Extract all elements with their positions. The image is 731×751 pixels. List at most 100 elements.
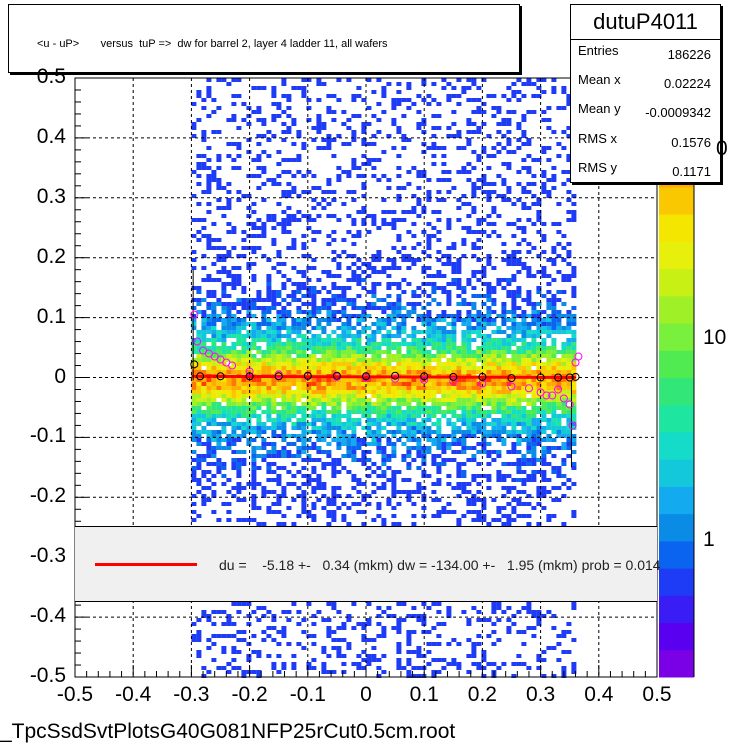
heatmap-cell: [501, 442, 507, 446]
heatmap-cell: [521, 342, 527, 346]
heatmap-cell: [501, 318, 507, 322]
heatmap-cell: [381, 326, 387, 330]
heatmap-cell: [321, 390, 327, 394]
heatmap-cell: [531, 110, 537, 114]
heatmap-cell: [496, 602, 502, 606]
heatmap-cell: [546, 410, 552, 414]
heatmap-cell: [256, 430, 262, 434]
heatmap-cell: [486, 386, 492, 390]
heatmap-cell: [451, 386, 457, 390]
heatmap-cell: [396, 322, 402, 326]
heatmap-cell: [526, 410, 532, 414]
heatmap-cell: [471, 510, 477, 514]
heatmap-cell: [351, 314, 357, 318]
heatmap-cell: [466, 226, 472, 230]
heatmap-cell: [446, 614, 452, 618]
heatmap-cell: [446, 382, 452, 386]
heatmap-cell: [341, 518, 347, 522]
heatmap-cell: [486, 154, 492, 158]
heatmap-cell: [451, 334, 457, 338]
heatmap-cell: [401, 338, 407, 342]
heatmap-cell: [456, 286, 462, 290]
heatmap-cell: [211, 262, 217, 266]
heatmap-cell: [521, 470, 527, 474]
heatmap-cell: [431, 670, 437, 674]
heatmap-cell: [456, 354, 462, 358]
heatmap-cell: [451, 110, 457, 114]
heatmap-cell: [501, 474, 507, 478]
heatmap-cell: [376, 406, 382, 410]
heatmap-cell: [271, 410, 277, 414]
heatmap-cell: [371, 294, 377, 298]
heatmap-cell: [566, 198, 572, 202]
heatmap-cell: [306, 438, 312, 442]
heatmap-cell: [466, 410, 472, 414]
heatmap-cell: [316, 358, 322, 362]
heatmap-cell: [471, 318, 477, 322]
heatmap-cell: [571, 426, 577, 430]
heatmap-cell: [501, 402, 507, 406]
heatmap-cell: [346, 618, 352, 622]
heatmap-cell: [431, 346, 437, 350]
heatmap-cell: [296, 434, 302, 438]
heatmap-cell: [216, 278, 222, 282]
heatmap-cell: [381, 610, 387, 614]
heatmap-cell: [536, 370, 542, 374]
heatmap-cell: [481, 174, 487, 178]
heatmap-cell: [411, 338, 417, 342]
heatmap-cell: [271, 294, 277, 298]
heatmap-cell: [381, 198, 387, 202]
heatmap-cell: [211, 454, 217, 458]
heatmap-cell: [306, 322, 312, 326]
heatmap-cell: [366, 362, 372, 366]
heatmap-cell: [566, 170, 572, 174]
heatmap-cell: [221, 406, 227, 410]
heatmap-cell: [551, 614, 557, 618]
heatmap-cell: [426, 370, 432, 374]
heatmap-cell: [206, 114, 212, 118]
heatmap-cell: [511, 274, 517, 278]
heatmap-cell: [341, 314, 347, 318]
heatmap-cell: [506, 398, 512, 402]
heatmap-cell: [346, 346, 352, 350]
heatmap-cell: [201, 254, 207, 258]
heatmap-cell: [396, 102, 402, 106]
heatmap-cell: [381, 334, 387, 338]
heatmap-cell: [341, 142, 347, 146]
heatmap-cell: [561, 462, 567, 466]
heatmap-cell: [451, 282, 457, 286]
heatmap-cell: [221, 270, 227, 274]
heatmap-cell: [416, 618, 422, 622]
heatmap-cell: [566, 262, 572, 266]
heatmap-cell: [426, 386, 432, 390]
heatmap-cell: [336, 438, 342, 442]
heatmap-cell: [336, 486, 342, 490]
heatmap-cell: [331, 258, 337, 262]
heatmap-cell: [331, 474, 337, 478]
heatmap-cell: [276, 222, 282, 226]
heatmap-cell: [231, 646, 237, 650]
heatmap-cell: [236, 190, 242, 194]
heatmap-cell: [516, 366, 522, 370]
heatmap-cell: [466, 386, 472, 390]
heatmap-cell: [321, 450, 327, 454]
heatmap-cell: [446, 474, 452, 478]
heatmap-cell: [476, 334, 482, 338]
heatmap-cell: [306, 346, 312, 350]
heatmap-cell: [231, 314, 237, 318]
heatmap-cell: [316, 474, 322, 478]
heatmap-cell: [206, 210, 212, 214]
heatmap-cell: [406, 390, 412, 394]
heatmap-cell: [436, 318, 442, 322]
heatmap-cell: [511, 426, 517, 430]
heatmap-cell: [231, 434, 237, 438]
heatmap-cell: [261, 122, 267, 126]
heatmap-cell: [436, 190, 442, 194]
heatmap-cell: [516, 610, 522, 614]
heatmap-cell: [376, 102, 382, 106]
heatmap-cell: [351, 478, 357, 482]
heatmap-cell: [456, 470, 462, 474]
heatmap-cell: [331, 438, 337, 442]
heatmap-cell: [326, 134, 332, 138]
heatmap-cell: [306, 338, 312, 342]
